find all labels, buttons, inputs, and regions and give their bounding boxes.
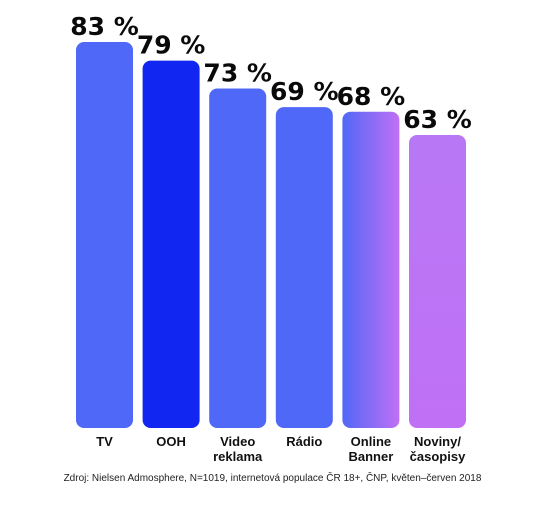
value-label-4: 68 % (337, 82, 406, 111)
category-label-1: OOH (156, 434, 186, 449)
value-label-2: 73 % (203, 59, 272, 88)
bar-3 (275, 107, 333, 428)
bar-0 (76, 42, 133, 428)
source-note: Zdroj: Nielsen Admosphere, N=1019, inter… (63, 473, 482, 484)
value-label-0: 83 % (70, 12, 139, 41)
bar-2 (209, 88, 267, 428)
bar-4 (342, 111, 400, 429)
value-labels-group: 83 %79 %73 %69 %68 %63 % (70, 12, 472, 134)
category-label-5: Noviny/časopisy (410, 434, 466, 464)
value-label-3: 69 % (270, 77, 339, 106)
category-label-4: Online Banner (349, 434, 394, 464)
value-label-5: 63 % (403, 105, 472, 134)
bar-1 (142, 60, 200, 428)
value-label-1: 79 % (137, 31, 206, 60)
bars-group (76, 42, 466, 429)
category-label-2: Video reklama (213, 434, 263, 464)
category-label-3: Rádio (286, 434, 322, 449)
bar-5 (409, 135, 466, 428)
category-label-0: TV (96, 434, 113, 449)
category-labels-group: TV OOH Video reklama Rádio Online Banner Noviny… (96, 434, 466, 464)
